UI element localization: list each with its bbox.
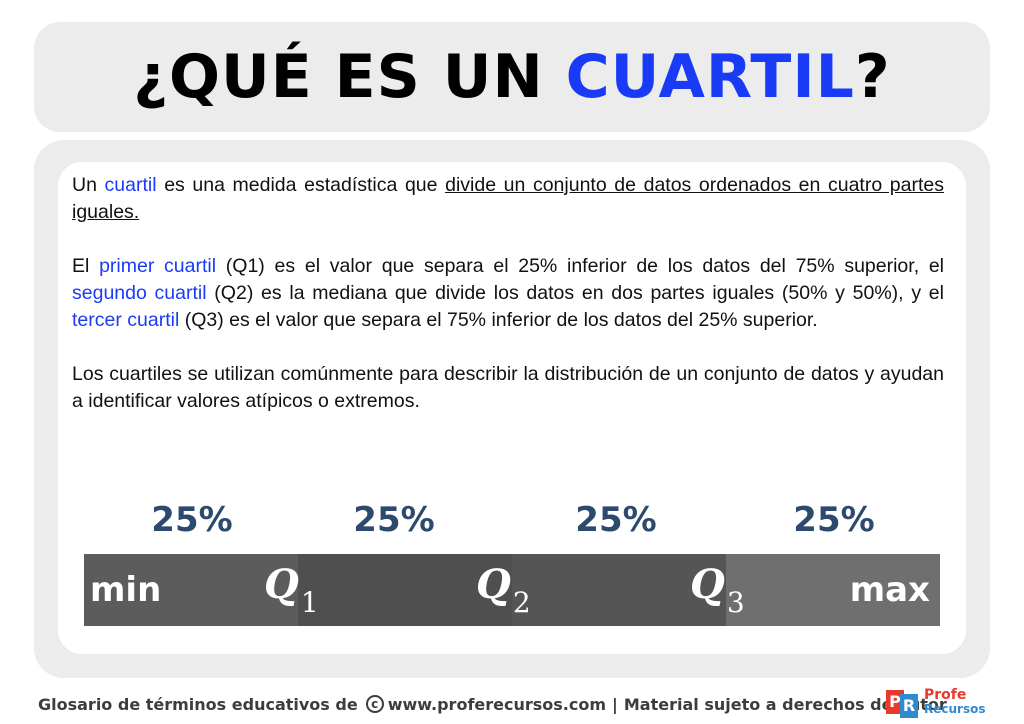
text-run: El <box>72 255 100 277</box>
logo-r-block: R <box>900 694 918 718</box>
bar-segment-1 <box>84 554 298 626</box>
q-subscript: 2 <box>512 586 531 619</box>
q-letter: Q <box>476 561 511 608</box>
text-run: (Q1) es el valor que separa el 25% infer… <box>216 255 945 277</box>
profe-recursos-logo[interactable]: P R Profe Recursos <box>886 686 985 718</box>
logo-p-block: P <box>886 690 904 714</box>
percent-label-1: 25% <box>151 500 233 540</box>
q2-marker: Q2 <box>476 554 531 626</box>
term-primer-cuartil: primer cuartil <box>99 255 217 277</box>
max-label: max <box>849 570 930 610</box>
bar-segment-2 <box>298 554 512 626</box>
logo-mark-icon: P R <box>886 686 920 718</box>
copyright-icon: c <box>365 695 384 713</box>
text-run: (Q3) es el valor que separa el 75% infer… <box>179 309 818 331</box>
logo-text: Profe Recursos <box>924 688 985 716</box>
footer-separator: | <box>612 694 618 714</box>
footer-rights-text: Material sujeto a derechos de autor <box>623 694 947 714</box>
term-tercer-cuartil: tercer cuartil <box>72 309 180 331</box>
q1-marker: Q1 <box>264 554 319 626</box>
title-question-mark: ? <box>854 42 891 112</box>
title-text: ¿QUÉ ES UN <box>133 42 566 112</box>
percent-label-3: 25% <box>575 500 657 540</box>
underlined-definition: divide un conjunto de datos ordenados en… <box>72 174 944 223</box>
q3-marker: Q3 <box>690 554 745 626</box>
title-accent-word: CUARTIL <box>565 42 855 112</box>
quartile-diagram: 25% 25% 25% 25% min Q1 Q2 Q3 max <box>84 500 940 630</box>
title-banner: ¿QUÉ ES UN CUARTIL? <box>34 22 990 132</box>
percent-label-2: 25% <box>353 500 435 540</box>
footer: Glosario de términos educativos de c www… <box>38 690 947 718</box>
bar-segment-3 <box>512 554 726 626</box>
paragraph-quartiles: El primer cuartil (Q1) es el valor que s… <box>72 253 944 334</box>
text-run: (Q2) es la mediana que divide los datos … <box>206 282 944 304</box>
footer-glossary-text: Glosario de términos educativos de <box>38 694 358 714</box>
footer-site-link[interactable]: www.proferecursos.com <box>387 694 607 714</box>
logo-line-1: Profe <box>924 687 967 703</box>
logo-line-2: Recursos <box>924 702 986 716</box>
paragraph-usage: Los cuartiles se utilizan comúnmente par… <box>72 363 944 412</box>
text-run: es una medida estadística que <box>156 174 446 196</box>
min-label: min <box>90 570 162 610</box>
q-letter: Q <box>264 561 299 608</box>
q-subscript: 3 <box>726 586 745 619</box>
q-letter: Q <box>690 561 725 608</box>
term-segundo-cuartil: segundo cuartil <box>72 282 207 304</box>
q-subscript: 1 <box>300 586 319 619</box>
quartile-bar <box>84 554 940 626</box>
paragraph-definition: Un cuartil es una medida estadística que… <box>72 172 944 226</box>
percent-label-4: 25% <box>793 500 875 540</box>
term-cuartil: cuartil <box>104 174 157 196</box>
page-title: ¿QUÉ ES UN CUARTIL? <box>133 42 890 112</box>
text-run: Un <box>72 174 105 196</box>
bar-segment-4 <box>726 554 940 626</box>
definition-text: Un cuartil es una medida estadística que… <box>72 172 944 442</box>
